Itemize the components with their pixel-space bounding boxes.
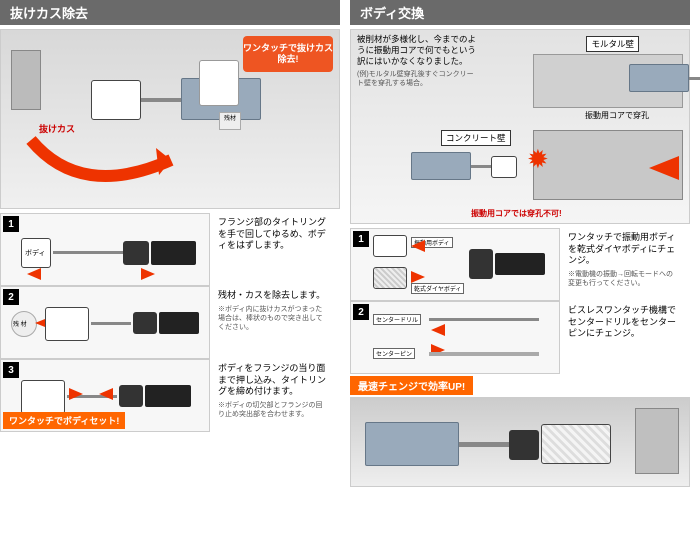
label-residue: 残 材 <box>13 319 27 328</box>
step-note: ※電動機の振動→回転モードへの変更も行ってください。 <box>568 270 676 288</box>
intro-note: (例)モルタル壁穿孔後すぐコンクリート壁を穿孔する場合。 <box>357 70 477 88</box>
step-text: ボディをフランジの当り面まで押し込み、タイトリングを締め付けます。 <box>218 363 326 398</box>
right-step-1: 1 振動用ボディ 乾式ダイヤボディ ワンタッチで振動用ボディを乾式ダイヤボディに… <box>350 228 690 301</box>
hero-left-panel: ワンタッチで抜けカス除去! 抜けカス 残材 <box>0 29 340 209</box>
arrow-burst <box>649 156 679 180</box>
step-text: ビスレスワンタッチ機構でセンタードリルをセンターピンにチェンジ。 <box>568 305 676 340</box>
banner-bodyset: ワンタッチでボディセット! <box>3 412 125 429</box>
burst-onetouch: ワンタッチで抜けカス除去! <box>243 36 333 72</box>
step-num: 1 <box>353 231 369 247</box>
lbl-center-pin: センターピン <box>373 348 415 359</box>
step-text: 残材・カスを除去します。 <box>218 290 326 302</box>
impact-starburst <box>529 150 553 174</box>
lbl-center-drill: センタードリル <box>373 314 421 325</box>
step-text: ワンタッチで振動用ボディを乾式ダイヤボディにチェンジ。 <box>568 232 676 267</box>
step-num: 2 <box>3 289 19 305</box>
intro-text: 被削材が多様化し、今までのように振動用コアで何でもという訳にはいかなくなりました… <box>357 34 477 67</box>
step-num: 2 <box>353 304 369 320</box>
arrow-eject <box>21 130 201 200</box>
label-zanmat-mini: 残材 <box>219 112 241 130</box>
lbl-dia-body: 乾式ダイヤボディ <box>411 283 464 294</box>
bottom-hero-panel <box>350 397 690 487</box>
left-step-3: 3 ワンタッチでボディセット! ボディをフランジの当り面まで押し込み、タイトリン… <box>0 359 340 432</box>
step-note: ※ボディ内に抜けカスがつまった場合は、棒状のもので突き出してください。 <box>218 305 326 332</box>
hero-right-panel: 被削材が多様化し、今までのように振動用コアで何でもという訳にはいかなくなりました… <box>350 29 690 224</box>
header-right: ボディ交換 <box>350 0 690 25</box>
callout-concrete: コンクリート壁 <box>441 130 511 146</box>
left-step-1: 1 ボディ フランジ部のタイトリングを手で回してゆるめ、ボディをはずします。 <box>0 213 340 286</box>
right-step-2: 2 センタードリル センターピン ビスレスワンタッチ機構でセンタードリルをセンタ… <box>350 301 690 374</box>
step-note: ※ボディの切欠部とフランジの回り止め突出部を合わせます。 <box>218 401 326 419</box>
callout-mortar: モルタル壁 <box>586 36 639 52</box>
label-body: ボディ <box>25 248 46 258</box>
caption-concrete: 振動用コアでは穿孔不可! <box>471 208 562 219</box>
left-step-2: 2 残 材 残材・カスを除去します。 ※ボディ内に抜けカスがつまった場合は、棒状… <box>0 286 340 359</box>
banner-final: 最速チェンジで効率UP! <box>350 376 473 395</box>
step-text: フランジ部のタイトリングを手で回してゆるめ、ボディをはずします。 <box>218 217 326 252</box>
step-num: 3 <box>3 362 19 378</box>
caption-mortar: 振動用コアで穿孔 <box>585 110 649 121</box>
header-left: 抜けカス除去 <box>0 0 340 25</box>
step-num: 1 <box>3 216 19 232</box>
